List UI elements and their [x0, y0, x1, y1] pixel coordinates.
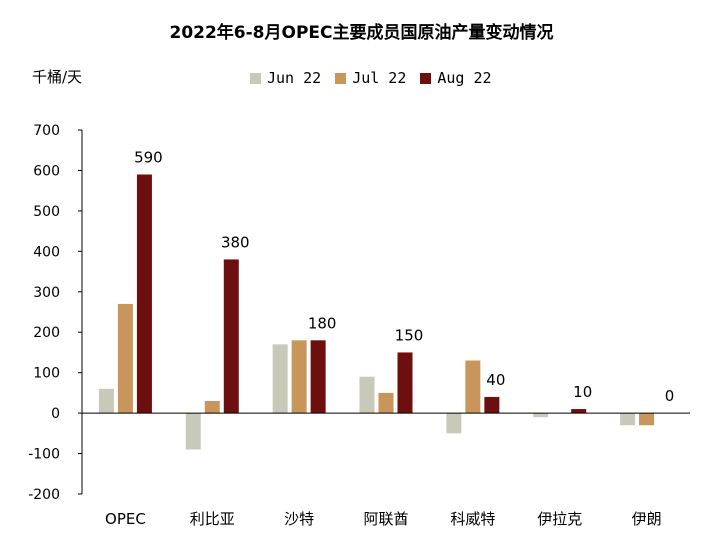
data-label-aug: 590 [134, 148, 163, 166]
y-tick-label: 300 [33, 285, 60, 301]
legend-label-aug: Aug 22 [437, 69, 492, 87]
bar-aug [484, 396, 500, 414]
data-label-aug: 10 [573, 383, 592, 401]
y-tick-label: -200 [28, 487, 60, 503]
legend-swatch-aug [420, 72, 432, 84]
legend-item-jun: Jun 22 [250, 69, 321, 87]
y-tick-label: 0 [51, 406, 60, 422]
bar-aug [136, 174, 152, 414]
category-label: 利比亚 [190, 510, 235, 528]
bar-aug [397, 352, 413, 414]
bar-aug [571, 409, 587, 414]
bar-jun [533, 413, 549, 418]
bar-jul [465, 360, 481, 414]
category-label: OPEC [105, 510, 146, 528]
y-axis-unit-label: 千桶/天 [32, 68, 83, 86]
category-label: 科威特 [450, 510, 495, 528]
legend-item-jul: Jul 22 [335, 69, 406, 87]
legend-item-aug: Aug 22 [420, 69, 492, 87]
y-tick-label: 700 [33, 123, 60, 139]
legend-swatch-jun [250, 72, 261, 84]
legend-label-jul: Jul 22 [352, 69, 407, 87]
data-label-aug: 150 [395, 326, 424, 344]
bar-jul [639, 413, 655, 426]
bar-jun [359, 376, 375, 414]
bar-jun [446, 413, 462, 434]
bar-jun [98, 388, 114, 414]
bar-jun [620, 413, 636, 426]
data-label-aug: 40 [486, 371, 505, 389]
y-tick-label: 100 [33, 366, 60, 382]
bar-jun [185, 413, 201, 450]
category-label: 沙特 [284, 510, 314, 528]
category-label: 伊拉克 [537, 510, 582, 528]
data-label-aug: 0 [665, 387, 675, 405]
legend-label-jun: Jun 22 [267, 69, 322, 87]
bar-jul [378, 392, 394, 414]
chart-legend: Jun 22 Jul 22 Aug 22 [250, 69, 492, 87]
y-tick-label: 600 [33, 163, 60, 179]
bar-jul [291, 340, 307, 414]
y-tick-label: 400 [33, 244, 60, 260]
bar-jul [117, 303, 133, 414]
legend-swatch-jul [335, 72, 347, 84]
bar-jun [272, 344, 288, 414]
chart-title: 2022年6-8月OPEC主要成员国原油产量变动情况 [169, 23, 554, 43]
y-tick-label: 200 [33, 325, 60, 341]
bar-aug [310, 340, 326, 414]
bar-aug [223, 259, 239, 414]
category-label: 阿联酋 [363, 510, 408, 528]
y-tick-label: 500 [33, 204, 60, 220]
category-label: 伊朗 [632, 510, 662, 528]
y-tick-label: -100 [28, 447, 60, 463]
data-label-aug: 380 [221, 233, 250, 251]
bar-jul [204, 400, 220, 414]
data-label-aug: 180 [308, 314, 337, 332]
